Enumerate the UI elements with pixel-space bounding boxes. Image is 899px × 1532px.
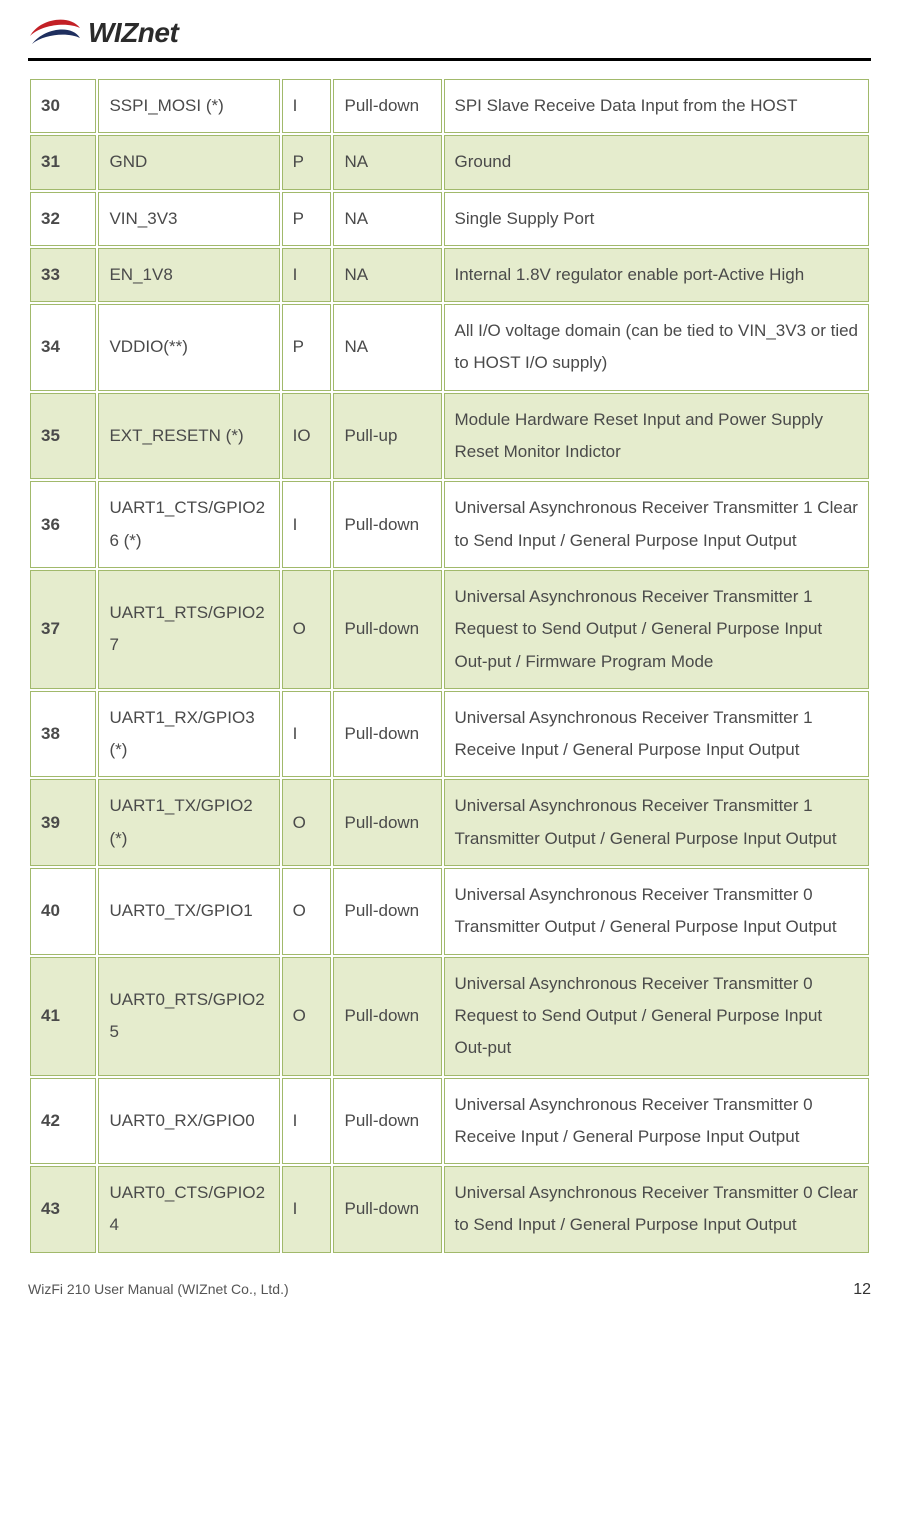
pin-number: 33: [30, 248, 96, 302]
pin-type: I: [282, 79, 332, 133]
pin-description: Universal Asynchronous Receiver Transmit…: [444, 957, 870, 1076]
pin-type: P: [282, 192, 332, 246]
table-row: 43UART0_CTS/GPIO24IPull-downUniversal As…: [30, 1166, 869, 1253]
pin-pull: Pull-down: [333, 868, 441, 955]
pin-pull: Pull-down: [333, 79, 441, 133]
pin-table-body: 30SSPI_MOSI (*)IPull-downSPI Slave Recei…: [30, 79, 869, 1253]
pin-description: Internal 1.8V regulator enable port-Acti…: [444, 248, 870, 302]
pin-pull: Pull-down: [333, 1078, 441, 1165]
table-row: 34VDDIO(**)PNAAll I/O voltage domain (ca…: [30, 304, 869, 391]
pin-number: 37: [30, 570, 96, 689]
table-row: 39UART1_TX/GPIO2 (*)OPull-downUniversal …: [30, 779, 869, 866]
pin-pull: NA: [333, 192, 441, 246]
pin-description: All I/O voltage domain (can be tied to V…: [444, 304, 870, 391]
table-row: 37UART1_RTS/GPIO27OPull-downUniversal As…: [30, 570, 869, 689]
pin-pull: Pull-down: [333, 1166, 441, 1253]
pin-table: 30SSPI_MOSI (*)IPull-downSPI Slave Recei…: [28, 77, 871, 1255]
pin-number: 43: [30, 1166, 96, 1253]
brand-logo: WIZnet: [28, 14, 871, 52]
table-row: 42UART0_RX/GPIO0IPull-downUniversal Asyn…: [30, 1078, 869, 1165]
pin-type: I: [282, 248, 332, 302]
table-row: 41UART0_RTS/GPIO25OPull-downUniversal As…: [30, 957, 869, 1076]
pin-name: UART1_RTS/GPIO27: [98, 570, 279, 689]
brand-name: WIZnet: [88, 17, 178, 49]
pin-name: UART0_CTS/GPIO24: [98, 1166, 279, 1253]
page: WIZnet 30SSPI_MOSI (*)IPull-downSPI Slav…: [0, 0, 899, 1309]
pin-number: 40: [30, 868, 96, 955]
pin-pull: Pull-down: [333, 691, 441, 778]
pin-description: Universal Asynchronous Receiver Transmit…: [444, 1166, 870, 1253]
pin-name: SSPI_MOSI (*): [98, 79, 279, 133]
pin-description: Universal Asynchronous Receiver Transmit…: [444, 779, 870, 866]
pin-name: UART0_RTS/GPIO25: [98, 957, 279, 1076]
table-row: 30SSPI_MOSI (*)IPull-downSPI Slave Recei…: [30, 79, 869, 133]
pin-type: IO: [282, 393, 332, 480]
table-row: 35EXT_RESETN (*)IOPull-upModule Hardware…: [30, 393, 869, 480]
pin-type: O: [282, 570, 332, 689]
table-row: 38UART1_RX/GPIO3 (*)IPull-downUniversal …: [30, 691, 869, 778]
pin-name: GND: [98, 135, 279, 189]
pin-type: O: [282, 957, 332, 1076]
pin-number: 39: [30, 779, 96, 866]
pin-name: UART0_TX/GPIO1: [98, 868, 279, 955]
pin-number: 35: [30, 393, 96, 480]
pin-number: 31: [30, 135, 96, 189]
pin-number: 32: [30, 192, 96, 246]
logo-swoosh-icon: [28, 14, 82, 52]
pin-type: P: [282, 304, 332, 391]
pin-number: 42: [30, 1078, 96, 1165]
pin-type: I: [282, 691, 332, 778]
pin-type: O: [282, 779, 332, 866]
pin-name: UART1_TX/GPIO2 (*): [98, 779, 279, 866]
table-row: 36UART1_CTS/GPIO26 (*)IPull-downUniversa…: [30, 481, 869, 568]
pin-description: SPI Slave Receive Data Input from the HO…: [444, 79, 870, 133]
pin-description: Universal Asynchronous Receiver Transmit…: [444, 868, 870, 955]
pin-pull: Pull-up: [333, 393, 441, 480]
table-row: 33EN_1V8INAInternal 1.8V regulator enabl…: [30, 248, 869, 302]
pin-pull: NA: [333, 304, 441, 391]
pin-pull: NA: [333, 135, 441, 189]
page-number: 12: [853, 1281, 871, 1299]
pin-description: Universal Asynchronous Receiver Transmit…: [444, 1078, 870, 1165]
pin-number: 36: [30, 481, 96, 568]
pin-pull: Pull-down: [333, 779, 441, 866]
pin-name: UART1_RX/GPIO3 (*): [98, 691, 279, 778]
pin-number: 41: [30, 957, 96, 1076]
table-row: 31GNDPNAGround: [30, 135, 869, 189]
pin-type: P: [282, 135, 332, 189]
pin-pull: Pull-down: [333, 957, 441, 1076]
pin-pull: Pull-down: [333, 570, 441, 689]
pin-description: Single Supply Port: [444, 192, 870, 246]
pin-description: Universal Asynchronous Receiver Transmit…: [444, 570, 870, 689]
footer-left: WizFi 210 User Manual (WIZnet Co., Ltd.): [28, 1281, 289, 1297]
pin-name: EN_1V8: [98, 248, 279, 302]
pin-name: UART1_CTS/GPIO26 (*): [98, 481, 279, 568]
pin-name: UART0_RX/GPIO0: [98, 1078, 279, 1165]
pin-pull: Pull-down: [333, 481, 441, 568]
pin-type: I: [282, 481, 332, 568]
pin-number: 30: [30, 79, 96, 133]
pin-name: VDDIO(**): [98, 304, 279, 391]
pin-name: EXT_RESETN (*): [98, 393, 279, 480]
pin-description: Module Hardware Reset Input and Power Su…: [444, 393, 870, 480]
pin-type: O: [282, 868, 332, 955]
pin-name: VIN_3V3: [98, 192, 279, 246]
pin-number: 34: [30, 304, 96, 391]
pin-description: Universal Asynchronous Receiver Transmit…: [444, 691, 870, 778]
pin-type: I: [282, 1078, 332, 1165]
pin-description: Universal Asynchronous Receiver Transmit…: [444, 481, 870, 568]
pin-number: 38: [30, 691, 96, 778]
page-footer: WizFi 210 User Manual (WIZnet Co., Ltd.)…: [28, 1281, 871, 1299]
pin-type: I: [282, 1166, 332, 1253]
header-divider: [28, 58, 871, 61]
pin-pull: NA: [333, 248, 441, 302]
table-row: 40UART0_TX/GPIO1OPull-downUniversal Asyn…: [30, 868, 869, 955]
table-row: 32VIN_3V3PNASingle Supply Port: [30, 192, 869, 246]
pin-description: Ground: [444, 135, 870, 189]
